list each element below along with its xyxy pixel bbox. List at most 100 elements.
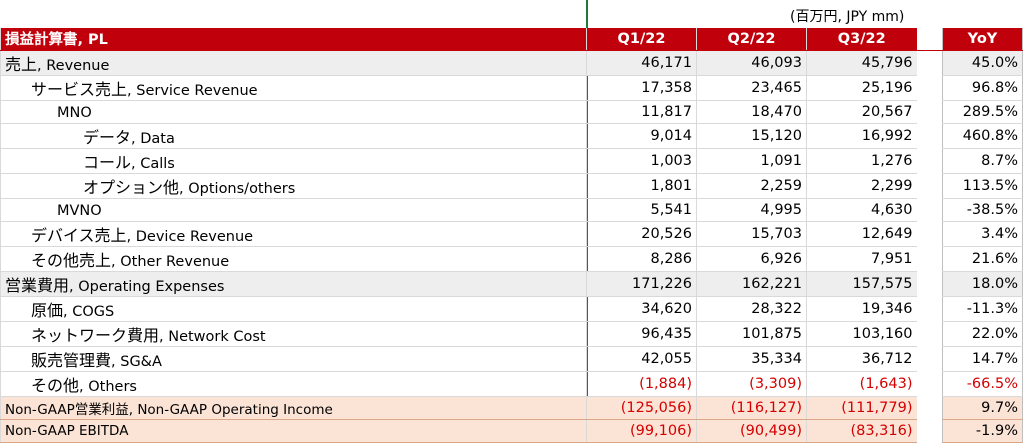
header-yoy: YoY <box>942 28 1023 51</box>
label-en: , SG&A <box>111 353 162 370</box>
label-en: , Network Cost <box>159 328 266 345</box>
table-row-mno: MNO 11,817 18,470 20,567 289.5% <box>0 100 1023 124</box>
cell-yoy: -1.9% <box>942 419 1023 443</box>
label-jp: 原価 <box>31 300 64 320</box>
table-header-row: 損益計算書, PL Q1/22 Q2/22 Q3/22 YoY <box>0 28 1023 51</box>
row-label: Non-GAAP営業利益, Non-GAAP Operating Income <box>0 395 587 421</box>
cell-q2: 18,470 <box>696 100 807 124</box>
table-row-options-others: オプション他, Options/others 1,801 2,259 2,299… <box>0 173 1023 199</box>
cell-q3: 20,567 <box>806 100 917 124</box>
cell-yoy: 96.8% <box>942 75 1023 101</box>
row-label: 販売管理費, SG&A <box>0 346 587 372</box>
cell-q1: 171,226 <box>586 271 697 297</box>
cell-q1: 1,801 <box>586 173 697 199</box>
cell-q2: 35,334 <box>696 346 807 372</box>
cell-q3: (83,316) <box>806 419 917 443</box>
label-jp: サービス売上 <box>31 79 128 99</box>
label-en: , COGS <box>63 303 115 320</box>
cell-q3: (1,643) <box>806 371 917 397</box>
cell-q2: 15,703 <box>696 221 807 247</box>
label-en: , Service Revenue <box>127 82 258 99</box>
cell-q2: 6,926 <box>696 246 807 272</box>
cell-q1: 46,171 <box>586 50 697 76</box>
cell-q1: 42,055 <box>586 346 697 372</box>
table-row-cogs: 原価, COGS 34,620 28,322 19,346 -11.3% <box>0 296 1023 322</box>
cell-q3: (111,779) <box>806 395 917 421</box>
label-jp: デバイス売上 <box>31 225 127 245</box>
label-jp: Non-GAAP営業利益 <box>5 401 129 418</box>
cell-q3: 36,712 <box>806 346 917 372</box>
label-jp: コール <box>83 152 132 172</box>
cell-yoy: 21.6% <box>942 246 1023 272</box>
cell-q1: 17,358 <box>586 75 697 101</box>
table-row-data: データ, Data 9,014 15,120 16,992 460.8% <box>0 123 1023 149</box>
cell-q3: 2,299 <box>806 173 917 199</box>
cell-yoy: 113.5% <box>942 173 1023 199</box>
label-en: , Other Revenue <box>111 253 230 270</box>
row-label: その他, Others <box>0 371 587 397</box>
cell-q2: (90,499) <box>696 419 807 443</box>
cell-q3: 1,276 <box>806 148 917 174</box>
cell-yoy: 45.0% <box>942 50 1023 76</box>
cell-q1: 11,817 <box>586 100 697 124</box>
row-label: 営業費用, Operating Expenses <box>0 271 587 297</box>
table-row-calls: コール, Calls 1,003 1,091 1,276 8.7% <box>0 148 1023 174</box>
label-en: , Others <box>79 378 137 395</box>
table-row-network-cost: ネットワーク費用, Network Cost 96,435 101,875 10… <box>0 321 1023 347</box>
row-label: サービス売上, Service Revenue <box>0 75 587 101</box>
cell-q1: 9,014 <box>586 123 697 149</box>
table-row-device-revenue: デバイス売上, Device Revenue 20,526 15,703 12,… <box>0 221 1023 247</box>
cell-q3: 7,951 <box>806 246 917 272</box>
label-jp: 売上 <box>5 54 38 74</box>
cell-q2: 162,221 <box>696 271 807 297</box>
cell-yoy: 9.7% <box>942 395 1023 421</box>
cell-q2: (3,309) <box>696 371 807 397</box>
row-label: コール, Calls <box>0 148 587 174</box>
label-en: , Revenue <box>37 57 110 74</box>
table-row-operating-expenses: 営業費用, Operating Expenses 171,226 162,221… <box>0 271 1023 297</box>
label-en: , Calls <box>131 155 175 172</box>
header-q1: Q1/22 <box>586 28 697 51</box>
label-jp: オプション他 <box>83 177 180 197</box>
row-label: 原価, COGS <box>0 296 587 322</box>
cell-q1: 1,003 <box>586 148 697 174</box>
label-en: Non-GAAP EBITDA <box>5 423 129 440</box>
cell-q2: (116,127) <box>696 395 807 421</box>
cell-q3: 4,630 <box>806 198 917 222</box>
cell-yoy: 289.5% <box>942 100 1023 124</box>
cell-yoy: 14.7% <box>942 346 1023 372</box>
cell-yoy: 8.7% <box>942 148 1023 174</box>
cell-q3: 45,796 <box>806 50 917 76</box>
cell-q1: (1,884) <box>586 371 697 397</box>
cell-yoy: 460.8% <box>942 123 1023 149</box>
row-label: MNO <box>0 100 587 124</box>
cell-q2: 1,091 <box>696 148 807 174</box>
cell-q2: 101,875 <box>696 321 807 347</box>
header-q3: Q3/22 <box>806 28 917 51</box>
cell-q3: 16,992 <box>806 123 917 149</box>
table-row-mvno: MVNO 5,541 4,995 4,630 -38.5% <box>0 198 1023 222</box>
cell-q2: 28,322 <box>696 296 807 322</box>
cell-q2: 46,093 <box>696 50 807 76</box>
row-label: 売上, Revenue <box>0 50 587 76</box>
table-row-non-gaap-operating-income: Non-GAAP営業利益, Non-GAAP Operating Income … <box>0 395 1023 421</box>
table-row-revenue: 売上, Revenue 46,171 46,093 45,796 45.0% <box>0 50 1023 76</box>
label-jp: データ <box>83 127 132 147</box>
cell-q1: (99,106) <box>586 419 697 443</box>
cell-q1: (125,056) <box>586 395 697 421</box>
label-en: , Data <box>131 130 175 147</box>
income-statement-table: 損益計算書, PL Q1/22 Q2/22 Q3/22 YoY 売上, Reve… <box>0 28 1023 443</box>
label-en: , Options/others <box>179 180 296 197</box>
cell-yoy: -66.5% <box>942 371 1023 397</box>
cell-q1: 8,286 <box>586 246 697 272</box>
row-label: デバイス売上, Device Revenue <box>0 221 587 247</box>
label-en: MNO <box>57 105 92 122</box>
cell-q1: 96,435 <box>586 321 697 347</box>
cell-q2: 2,259 <box>696 173 807 199</box>
cell-q3: 103,160 <box>806 321 917 347</box>
label-jp: 販売管理費 <box>31 350 112 370</box>
cell-q1: 5,541 <box>586 198 697 222</box>
header-q2: Q2/22 <box>696 28 807 51</box>
label-en: , Non-GAAP Operating Income <box>128 401 333 418</box>
row-label: MVNO <box>0 198 587 222</box>
